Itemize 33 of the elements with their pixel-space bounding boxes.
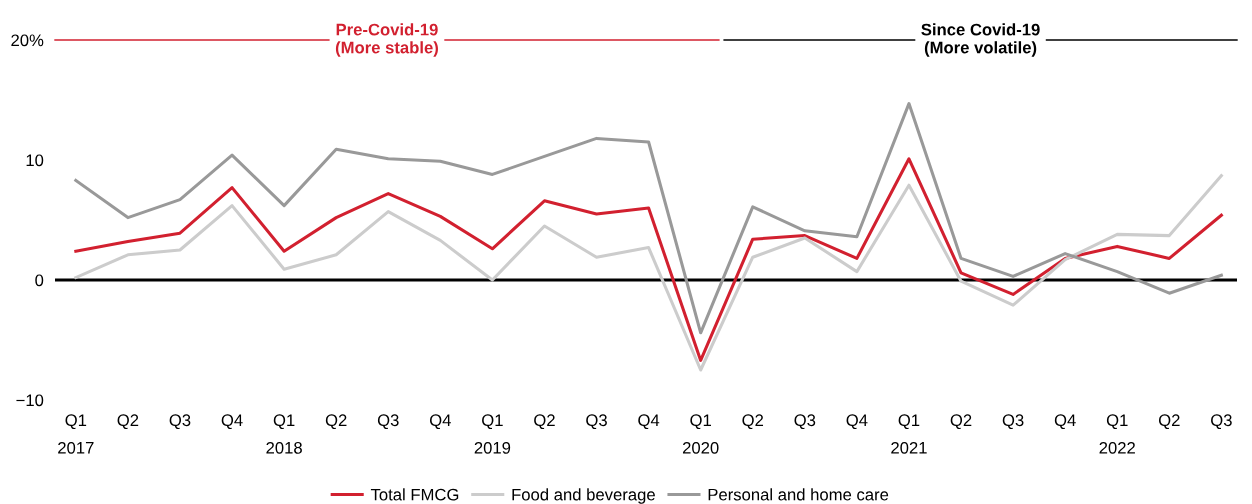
x-tick-label: Q3 (1211, 414, 1232, 430)
x-tick-label: Q3 (586, 414, 607, 430)
x-tick-label: Q4 (1054, 414, 1076, 430)
x-tick-label: Q2 (325, 414, 347, 430)
x-tick-label: Q3 (1002, 414, 1024, 430)
annotation: Since Covid-19 (More volatile) (921, 23, 1040, 57)
x-tick-label: Q4 (221, 414, 243, 430)
x-tick-label: Q1 2019 (474, 414, 511, 454)
x-tick-label: Q4 (429, 414, 451, 430)
x-tick-label: Q3 (377, 414, 399, 430)
legend-label: Food and beverage (512, 488, 655, 504)
x-tick-label: Q3 (794, 414, 816, 430)
legend-label: Total FMCG (370, 488, 459, 501)
y-tick-label: 0 (35, 274, 44, 287)
x-tick-label: Q1 2022 (1099, 414, 1135, 454)
x-tick-label: Q1 2021 (891, 414, 927, 454)
x-tick-label: Q4 (846, 414, 868, 430)
legend-label: Personal and home care (708, 488, 889, 501)
x-tick-label: Q2 (742, 414, 764, 430)
x-tick-label: Q2 (534, 414, 555, 430)
x-tick-label: Q1 2017 (58, 414, 94, 454)
line-series (74, 102, 1223, 335)
x-tick-label: Q3 (169, 414, 191, 430)
x-tick-label: Q1 2020 (682, 414, 719, 454)
annotation: Pre-Covid-19 (More stable) (335, 23, 438, 57)
y-tick-label: 20% (11, 34, 44, 47)
y-tick-label: −10 (16, 394, 44, 407)
x-tick-label: Q4 (638, 414, 660, 430)
x-tick-label: Q1 2018 (266, 414, 302, 454)
x-tick-label: Q2 (1158, 414, 1180, 430)
x-tick-label: Q2 (950, 414, 972, 430)
x-tick-label: Q2 (117, 414, 139, 430)
y-tick-label: 10 (26, 154, 44, 167)
